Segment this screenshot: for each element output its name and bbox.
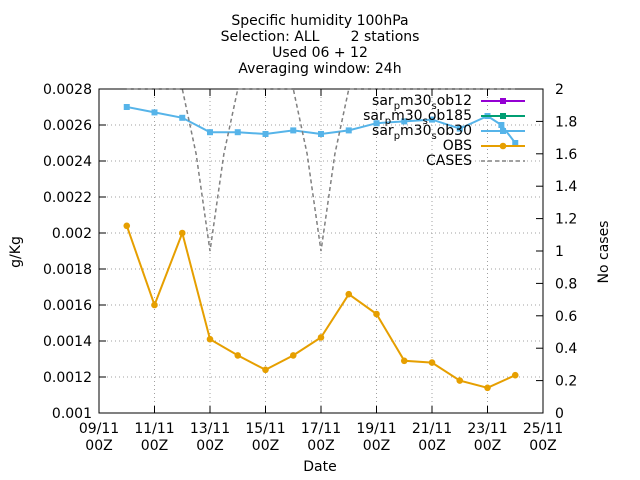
y2-tick-label: 1.8 <box>555 114 577 130</box>
data-point <box>179 114 186 121</box>
y-tick-label: 0.0018 <box>43 262 92 278</box>
data-point <box>262 131 269 137</box>
y2-tick-label: 0.2 <box>555 374 577 390</box>
data-point <box>345 127 352 134</box>
y2-axis-label: No cases <box>596 221 612 284</box>
data-point <box>456 125 463 132</box>
legend-marker <box>500 98 506 104</box>
data-point <box>511 371 519 379</box>
data-point <box>318 131 324 137</box>
y-tick-label: 0.0016 <box>43 298 92 314</box>
data-point <box>151 109 158 116</box>
data-point <box>206 335 214 343</box>
data-point <box>345 290 353 298</box>
data-point <box>428 359 436 366</box>
y-axis-ticks: 0.001 0.0012 0.0014 0.0016 0.0018 0.002 0.0022… <box>43 82 106 422</box>
legend-entry: CASES <box>426 153 525 169</box>
data-point <box>484 384 491 392</box>
y2-axis-ticks: 0 0.2 0.4 0.6 0.8 1 1.2 1.4 1.6 1.8 2 <box>536 82 577 422</box>
data-point <box>234 352 242 359</box>
x-tick-label: 15/11 00Z <box>245 421 285 454</box>
y-tick-label: 0.0026 <box>43 118 92 134</box>
data-point <box>373 310 380 318</box>
y-tick-label: 0.0024 <box>43 154 92 170</box>
y2-tick-label: 1.4 <box>555 179 577 195</box>
series-4 <box>126 88 516 252</box>
y-tick-label: 0.0012 <box>43 370 92 386</box>
data-point <box>400 357 408 365</box>
series-line <box>126 106 517 144</box>
data-point <box>178 229 186 237</box>
x-tick-label: 11/11 00Z <box>134 421 174 454</box>
y2-tick-label: 1.2 <box>555 212 577 228</box>
chart-title-line-1: Specific humidity 100hPa <box>231 13 408 29</box>
y2-tick-label: 0.8 <box>555 276 577 292</box>
y2-tick-label: 0.6 <box>555 309 577 325</box>
data-point <box>512 140 519 146</box>
x-tick-label: 23/11 00Z <box>467 421 507 454</box>
legend-marker <box>499 142 507 150</box>
data-point <box>123 104 130 110</box>
legend-entry: OBS <box>443 138 525 154</box>
y2-tick-label: 1.6 <box>555 147 577 163</box>
legend-label: sarpm30sob185 <box>363 108 472 127</box>
data-point <box>290 127 297 134</box>
series-line <box>126 88 516 252</box>
legend-marker <box>500 113 506 119</box>
y2-tick-label: 0.4 <box>555 341 577 357</box>
y-tick-label: 0.0022 <box>43 190 92 206</box>
x-axis-ticks: 09/11 00Z 11/11 00Z 13/11 00Z 15/11 00Z 17/11 00Z… <box>79 89 563 454</box>
x-tick-label: 25/11 00Z <box>523 421 563 454</box>
data-point <box>151 301 158 309</box>
data-point <box>498 122 505 128</box>
x-tick-label: 09/11 00Z <box>79 421 119 454</box>
data-point <box>456 377 464 384</box>
legend: sarpm30sob12sarpm30sob185sarpm30sob30OBS… <box>363 93 525 169</box>
y2-tick-label: 0 <box>555 406 564 422</box>
series-3 <box>123 222 519 392</box>
series-layer <box>123 88 519 392</box>
data-point <box>373 120 380 127</box>
data-point <box>289 352 297 359</box>
y-tick-label: 0.001 <box>52 406 92 422</box>
legend-entry: sarpm30sob30 <box>372 123 525 142</box>
x-tick-label: 17/11 00Z <box>301 421 341 454</box>
data-point <box>234 129 241 136</box>
data-point <box>123 222 131 230</box>
legend-label: OBS <box>443 138 472 154</box>
y-axis-label: g/Kg <box>8 236 24 268</box>
y2-tick-label: 2 <box>555 82 564 98</box>
legend-entry: sarpm30sob185 <box>363 108 525 127</box>
legend-label: CASES <box>426 153 472 169</box>
data-point <box>429 116 435 123</box>
x-axis-label: Date <box>303 459 336 475</box>
data-point <box>262 366 269 374</box>
x-tick-label: 19/11 00Z <box>356 421 396 454</box>
legend-marker <box>500 128 506 134</box>
data-point <box>401 118 408 125</box>
x-tick-label: 13/11 00Z <box>190 421 230 454</box>
y-tick-label: 0.002 <box>52 226 92 242</box>
chart-title-line-2: Selection: ALL 2 stations <box>221 29 420 45</box>
legend-entry: sarpm30sob12 <box>372 93 525 112</box>
legend-label: sarpm30sob12 <box>372 93 472 112</box>
data-point <box>207 129 213 136</box>
data-point <box>317 334 325 341</box>
x-tick-label: 21/11 00Z <box>412 421 452 454</box>
chart-title-line-4: Averaging window: 24h <box>238 61 401 77</box>
y-tick-label: 0.0014 <box>43 334 92 350</box>
y-tick-label: 0.0028 <box>43 82 92 98</box>
chart-title-line-3: Used 06 + 12 <box>272 45 368 61</box>
y2-tick-label: 1 <box>555 244 564 260</box>
legend-label: sarpm30sob30 <box>372 123 472 142</box>
